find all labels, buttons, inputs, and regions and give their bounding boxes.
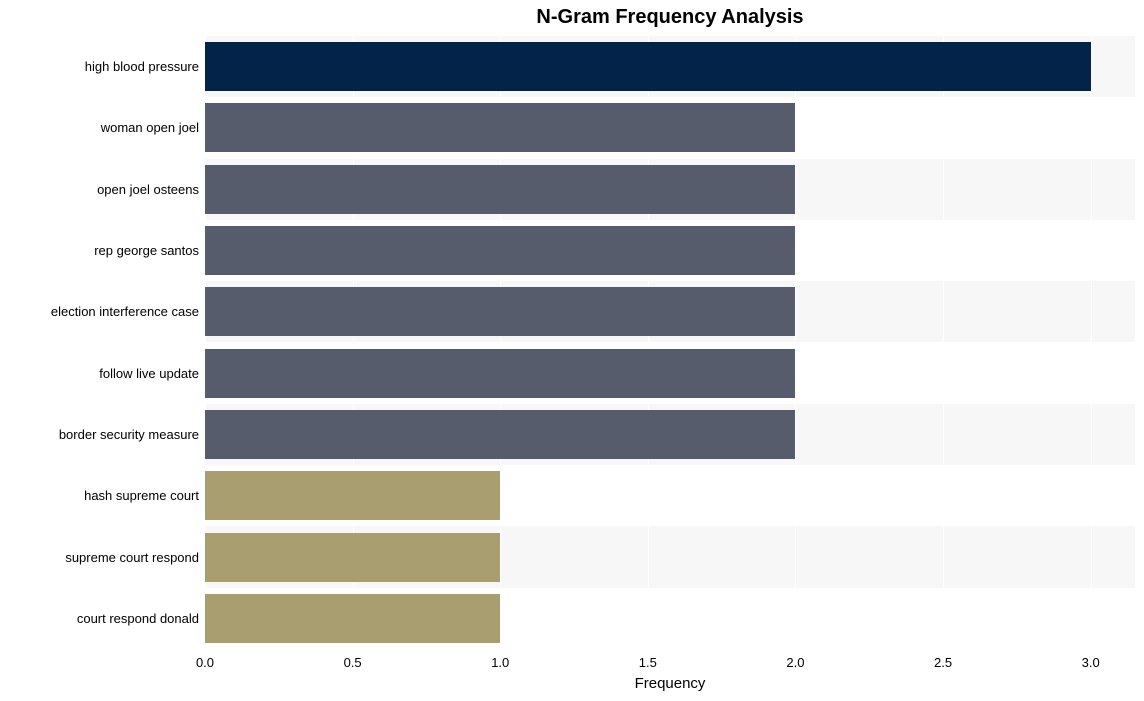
- bar: [205, 103, 795, 152]
- y-tick-label: rep george santos: [94, 243, 199, 258]
- y-tick-label: follow live update: [99, 366, 199, 381]
- bar: [205, 287, 795, 336]
- y-tick-label: open joel osteens: [97, 182, 199, 197]
- y-tick-label: woman open joel: [101, 120, 199, 135]
- bar: [205, 165, 795, 214]
- y-tick-label: election interference case: [51, 304, 199, 319]
- bar: [205, 410, 795, 459]
- y-tick-label: supreme court respond: [65, 550, 199, 565]
- bar: [205, 42, 1091, 91]
- y-tick-label: border security measure: [59, 427, 199, 442]
- x-tick-label: 0.0: [185, 655, 225, 670]
- x-tick-label: 0.5: [333, 655, 373, 670]
- x-tick-label: 1.0: [480, 655, 520, 670]
- y-tick-label: court respond donald: [77, 611, 199, 626]
- bar: [205, 533, 500, 582]
- y-tick-label: high blood pressure: [85, 59, 199, 74]
- x-axis-label: Frequency: [205, 675, 1135, 692]
- gridline: [1091, 36, 1092, 649]
- bar: [205, 594, 500, 643]
- x-tick-label: 2.0: [775, 655, 815, 670]
- x-tick-label: 2.5: [923, 655, 963, 670]
- x-tick-label: 3.0: [1071, 655, 1111, 670]
- bar: [205, 349, 795, 398]
- bar: [205, 471, 500, 520]
- x-tick-label: 1.5: [628, 655, 668, 670]
- gridline: [943, 36, 944, 649]
- bar: [205, 226, 795, 275]
- y-tick-label: hash supreme court: [84, 488, 199, 503]
- gridline: [795, 36, 796, 649]
- plot-area: [205, 36, 1135, 649]
- chart-title: N-Gram Frequency Analysis: [205, 6, 1135, 29]
